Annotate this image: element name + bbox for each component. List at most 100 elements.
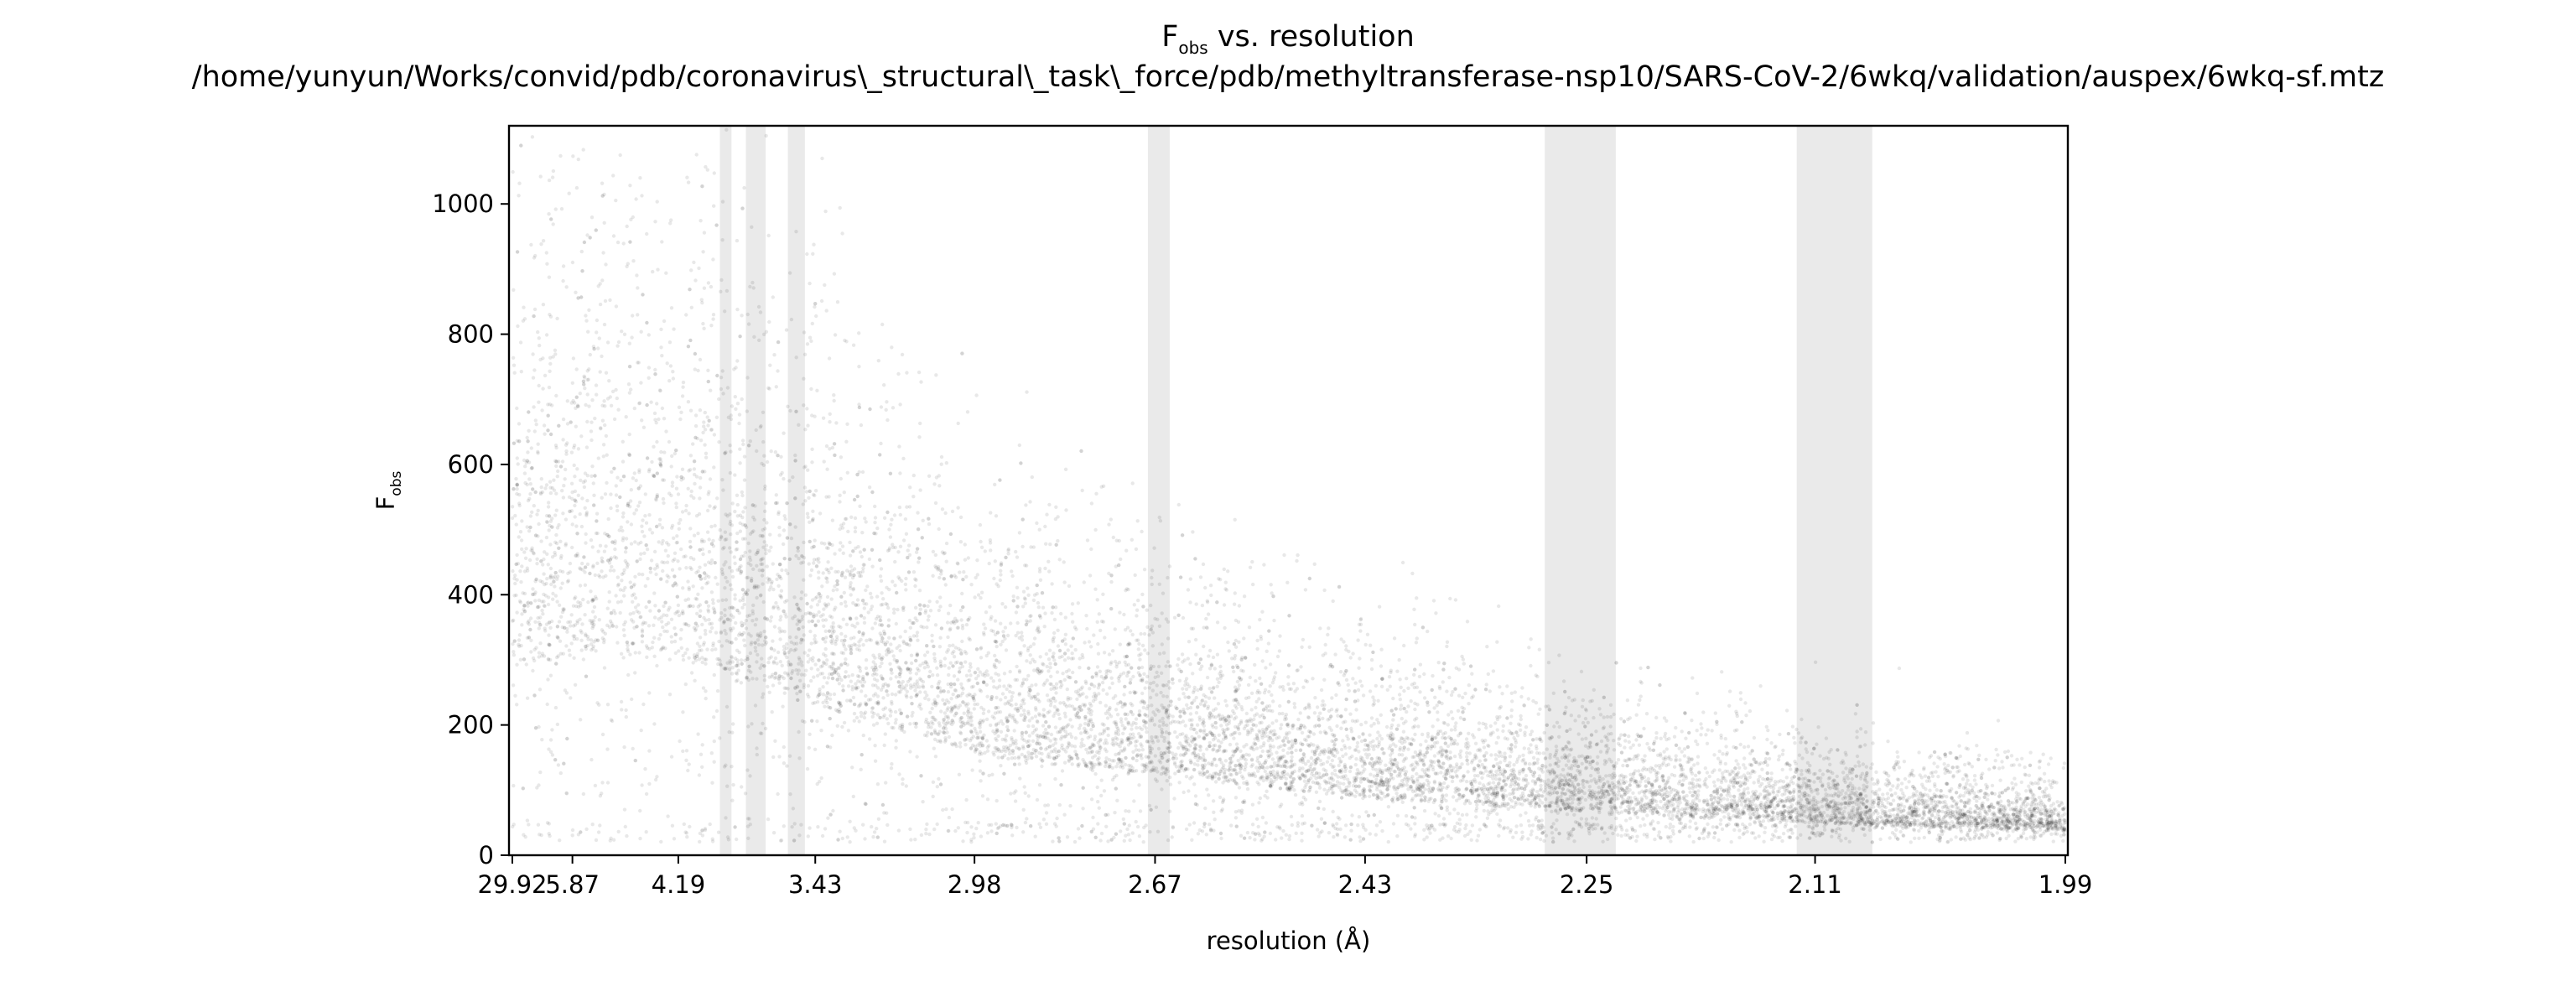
data-point — [1503, 770, 1508, 774]
data-point — [618, 610, 622, 615]
data-point — [884, 781, 888, 785]
data-point — [1699, 815, 1703, 820]
data-point — [1395, 669, 1400, 673]
data-point — [1170, 835, 1174, 839]
data-point — [1291, 777, 1296, 781]
data-point — [858, 504, 862, 508]
data-point — [1031, 724, 1036, 729]
data-point — [942, 726, 946, 730]
data-point — [1550, 786, 1554, 791]
data-point — [684, 566, 688, 570]
data-point — [1185, 703, 1189, 707]
data-point — [1090, 742, 1095, 746]
data-point — [1213, 720, 1218, 725]
data-point — [1360, 683, 1364, 688]
data-point — [1428, 831, 1432, 835]
data-point — [2047, 814, 2052, 818]
data-point — [544, 535, 549, 540]
data-point — [1301, 637, 1306, 642]
data-point — [1995, 831, 1999, 835]
data-point — [823, 209, 828, 214]
data-point — [1150, 624, 1155, 628]
data-point — [560, 459, 565, 464]
data-point — [825, 691, 830, 695]
data-point — [1140, 678, 1145, 683]
data-point — [1783, 814, 1787, 819]
data-point — [908, 683, 913, 688]
data-point — [621, 241, 626, 246]
data-point — [1760, 781, 1764, 786]
data-point — [2048, 823, 2052, 828]
data-point — [863, 837, 867, 841]
data-point — [2054, 821, 2058, 825]
data-point — [1522, 798, 1527, 802]
data-point — [1478, 759, 1483, 763]
data-point — [804, 490, 809, 494]
data-point — [1863, 730, 1868, 734]
data-point — [1046, 559, 1051, 563]
data-point — [536, 823, 541, 827]
data-point — [1003, 605, 1008, 610]
data-point — [1650, 797, 1654, 802]
data-point — [1122, 822, 1127, 826]
data-point — [1129, 629, 1133, 633]
data-point — [890, 671, 894, 675]
data-point — [943, 511, 948, 516]
data-point — [989, 548, 993, 553]
data-point — [2054, 832, 2059, 836]
data-point — [1024, 730, 1028, 734]
data-point — [876, 359, 881, 363]
data-point — [1820, 813, 1824, 818]
data-point — [1739, 802, 1744, 807]
data-point — [1020, 631, 1024, 635]
data-point — [1449, 693, 1454, 698]
data-point — [883, 642, 888, 646]
data-point — [526, 439, 530, 444]
data-point — [1447, 675, 1452, 680]
data-point — [733, 561, 737, 566]
data-point — [735, 307, 740, 312]
data-point — [1130, 666, 1134, 670]
data-point — [678, 636, 683, 641]
data-point — [861, 643, 865, 647]
data-point — [1192, 746, 1197, 750]
data-point — [1359, 723, 1363, 727]
data-point — [1321, 699, 1325, 703]
data-point — [621, 511, 626, 516]
data-point — [1123, 748, 1127, 752]
data-point — [1816, 813, 1820, 818]
data-point — [1764, 724, 1768, 729]
data-point — [1046, 752, 1051, 756]
data-point — [1062, 580, 1067, 584]
data-point — [1849, 816, 1853, 820]
data-point — [1877, 798, 1881, 803]
data-point — [574, 424, 578, 428]
data-point — [1241, 800, 1245, 804]
data-point — [1445, 768, 1450, 772]
data-point — [592, 493, 596, 497]
data-point — [1951, 774, 1955, 778]
data-point — [738, 557, 743, 562]
data-point — [903, 629, 907, 634]
data-point — [813, 489, 818, 493]
data-point — [688, 408, 693, 413]
data-point — [692, 533, 697, 537]
data-point — [1100, 680, 1105, 685]
data-point — [515, 250, 520, 254]
data-point — [816, 825, 820, 829]
data-point — [1088, 645, 1093, 649]
data-point — [1732, 776, 1736, 781]
data-point — [1602, 762, 1607, 766]
data-point — [1880, 803, 1885, 807]
data-point — [1501, 785, 1505, 789]
data-point — [1219, 836, 1223, 841]
data-point — [765, 521, 769, 525]
data-point — [843, 575, 848, 579]
data-point — [2049, 809, 2054, 813]
data-point — [1327, 755, 1331, 760]
data-point — [1368, 733, 1372, 737]
data-point — [1096, 651, 1101, 656]
data-point — [727, 729, 731, 734]
data-point — [1312, 750, 1317, 754]
data-point — [1473, 741, 1478, 745]
